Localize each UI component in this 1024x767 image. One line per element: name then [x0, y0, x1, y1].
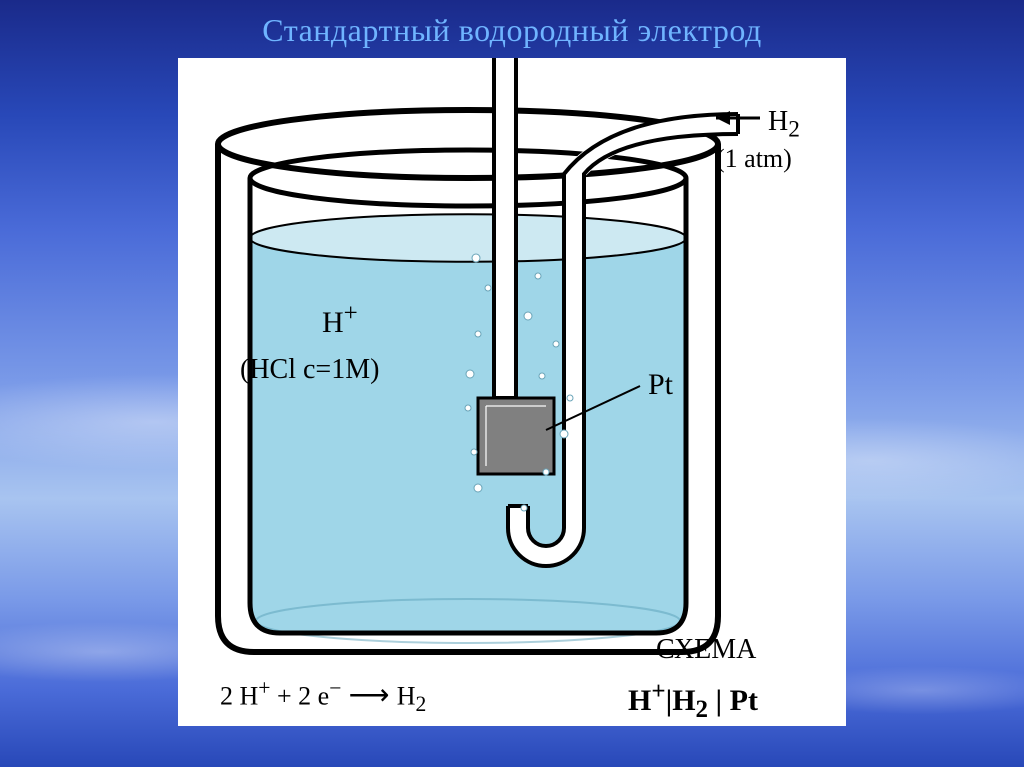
label-schema-notation: H+|H2 | Pt: [628, 678, 758, 724]
label-hcl-concentration: (HCl c=1M): [240, 354, 379, 386]
label-h2-gas: H2: [768, 106, 800, 144]
label-schema-title: СХЕМА: [656, 634, 756, 666]
title-text: Стандартный водородный электрод: [262, 12, 761, 48]
label-pressure: (1 atm): [716, 144, 792, 174]
diagram-panel: H2 (1 atm) H+ (HCl c=1M) Pt 2 H+ + 2 e− …: [178, 58, 846, 726]
slide-title: Стандартный водородный электрод: [0, 12, 1024, 49]
label-h-plus: H+: [322, 300, 358, 340]
label-pt-electrode: Pt: [648, 368, 673, 402]
label-reaction: 2 H+ + 2 e− ⟶ H2: [220, 676, 426, 717]
